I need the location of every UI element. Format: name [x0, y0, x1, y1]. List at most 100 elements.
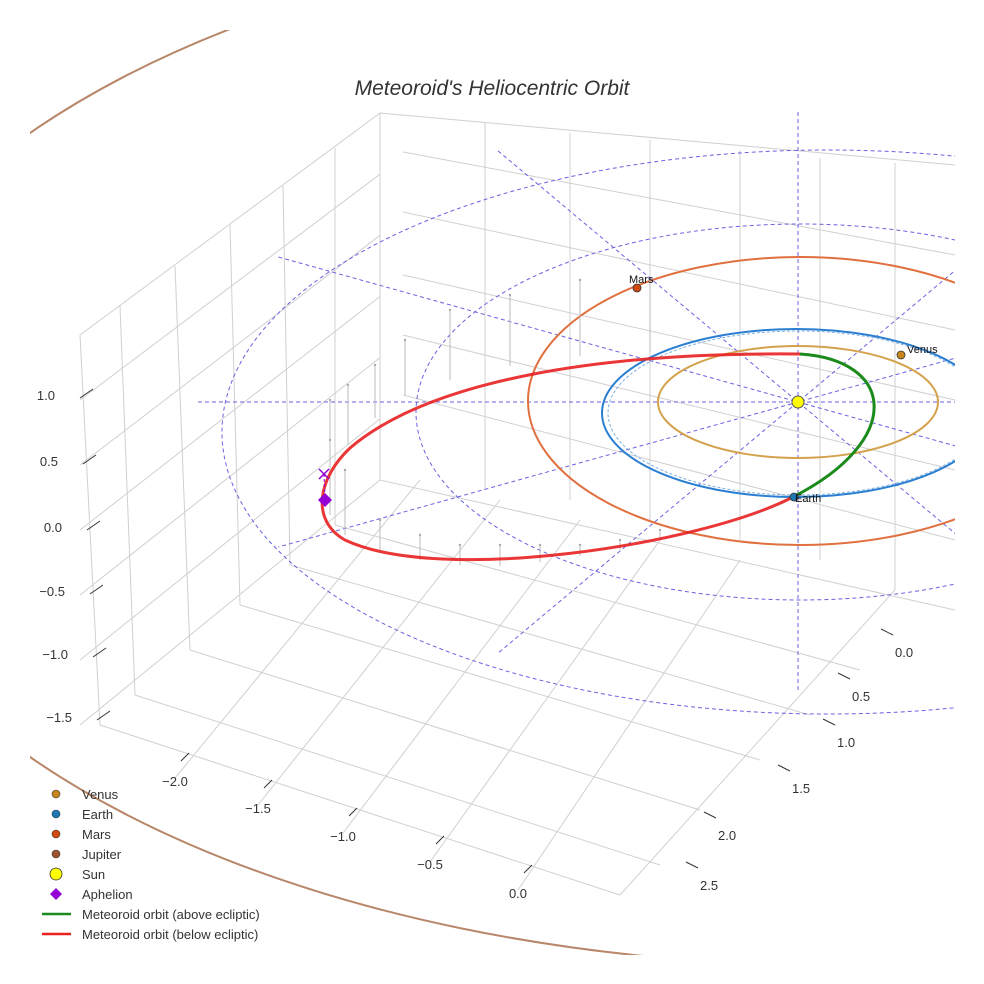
z-tick-mark — [79, 388, 94, 399]
z-tick-label: 0.0 — [44, 520, 62, 535]
grid-line — [619, 589, 896, 896]
legend-label: Earth — [82, 807, 113, 822]
drop-line-tip — [328, 438, 332, 442]
y-tick-label: 1.5 — [792, 781, 810, 796]
chart-title: Meteoroid's Heliocentric Orbit — [355, 77, 631, 100]
z-tick-label: 1.0 — [37, 388, 55, 403]
drop-line-tip — [448, 308, 452, 312]
grid-line — [379, 112, 956, 166]
grid-line — [289, 564, 811, 716]
ecliptic-spokes — [198, 112, 955, 692]
grid-line — [282, 185, 291, 566]
sun-marker — [791, 395, 805, 409]
y-tick-label: 1.0 — [837, 735, 855, 750]
grid-line — [79, 418, 381, 661]
y-tick-label: 2.0 — [718, 828, 736, 843]
drop-line-tip — [346, 383, 350, 387]
legend: Venus Earth Mars Jupiter Sun Aphelion Meteoroi… — [42, 787, 260, 942]
legend-label: Jupiter — [82, 847, 122, 862]
axis-ticks: 1.0 0.5 0.0 −0.5 −1.0 −1.5 −2.0 −1.5 −1.0 −0.5 0.0… — [37, 388, 913, 901]
drop-line-tip — [618, 538, 622, 542]
legend-item[interactable]: Jupiter — [51, 847, 122, 862]
grid-line — [342, 519, 581, 834]
ecliptic-ring-inner — [415, 223, 955, 601]
y-tick-label: 2.5 — [700, 878, 718, 893]
x-tick-mark — [263, 779, 273, 789]
legend-item[interactable]: Sun — [49, 867, 105, 882]
grid-line — [189, 649, 701, 811]
x-tick-label: −1.0 — [330, 829, 356, 844]
grid-line — [79, 234, 381, 466]
grid-line — [79, 112, 381, 336]
z-tick-mark — [86, 520, 101, 531]
grid-line — [79, 296, 381, 531]
grid-line — [402, 151, 956, 256]
drop-line-tip — [403, 338, 407, 342]
legend-marker-icon — [51, 829, 61, 839]
z-tick-mark — [96, 710, 111, 721]
grid-line — [119, 305, 136, 696]
legend-item[interactable]: Aphelion — [50, 887, 133, 902]
legend-label: Meteoroid orbit (below ecliptic) — [82, 927, 258, 942]
grid-line — [239, 604, 761, 761]
ecliptic-ring-outer — [221, 149, 955, 715]
x-tick-mark — [348, 807, 358, 817]
y-tick-mark — [777, 764, 791, 772]
legend-marker-icon — [51, 849, 61, 859]
grid-line — [229, 224, 241, 606]
drop-line-tip — [538, 543, 542, 547]
legend-item[interactable]: Venus — [51, 787, 119, 802]
y-tick-mark — [822, 718, 836, 726]
earth-label: Earth — [795, 493, 821, 505]
legend-item[interactable]: Mars — [51, 827, 111, 842]
z-tick-label: 0.5 — [40, 454, 58, 469]
venus-orbit — [657, 345, 939, 459]
grid-line — [79, 173, 381, 401]
drop-line-tip — [458, 543, 462, 547]
x-tick-mark — [435, 835, 445, 845]
grid-line — [402, 394, 956, 541]
grid-line — [334, 524, 861, 671]
legend-label: Venus — [82, 787, 119, 802]
x-tick-label: 0.0 — [509, 886, 527, 901]
drop-line-tip — [498, 543, 502, 547]
y-tick-mark — [703, 811, 717, 819]
meteoroid-orbit-below — [320, 352, 801, 562]
x-tick-label: −0.5 — [417, 857, 443, 872]
z-tick-mark — [82, 454, 97, 465]
legend-item[interactable]: Meteoroid orbit (below ecliptic) — [42, 927, 258, 942]
legend-item[interactable]: Meteoroid orbit (above ecliptic) — [42, 907, 260, 922]
legend-label: Mars — [82, 827, 111, 842]
z-tick-mark — [89, 584, 104, 595]
venus-label: Venus — [907, 344, 938, 356]
grid-line — [517, 559, 741, 891]
legend-marker-icon — [51, 809, 61, 819]
legend-item[interactable]: Earth — [51, 807, 113, 822]
y-tick-mark — [685, 861, 699, 869]
y-tick-mark — [880, 628, 894, 636]
aphelion-marker — [318, 493, 332, 507]
aphelion-projection-x-marker — [318, 468, 330, 480]
drop-line-tip — [328, 398, 332, 402]
grid-line — [402, 334, 956, 471]
venus-marker — [896, 350, 906, 360]
mars-orbit — [527, 256, 955, 546]
drop-line-tip — [648, 278, 652, 282]
z-tick-label: −1.5 — [46, 710, 72, 725]
y-tick-label: 0.0 — [895, 645, 913, 660]
ecliptic-spoke — [497, 269, 955, 654]
earth-marker — [789, 492, 799, 502]
grid-line — [79, 334, 101, 726]
drop-line-tip — [578, 278, 582, 282]
legend-sun-icon — [49, 867, 63, 881]
x-tick-mark — [180, 752, 190, 762]
drop-line-tip — [418, 533, 422, 537]
legend-diamond-icon — [50, 888, 62, 900]
grid-line — [174, 479, 421, 779]
legend-label: Meteoroid orbit (above ecliptic) — [82, 907, 260, 922]
grid-line — [429, 539, 661, 863]
grid-line — [79, 479, 381, 726]
legend-label: Aphelion — [82, 887, 133, 902]
